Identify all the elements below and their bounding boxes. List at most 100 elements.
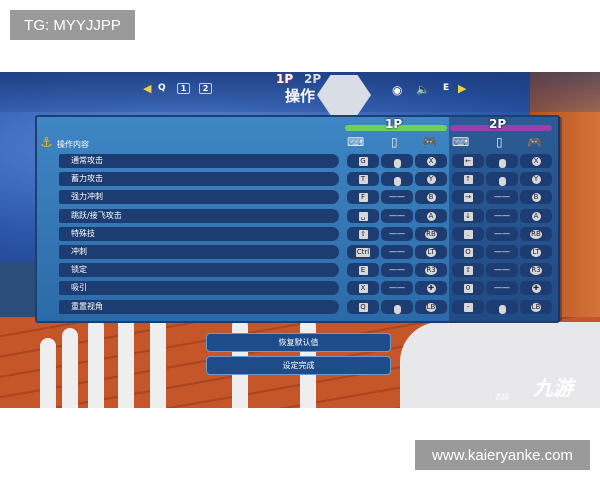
p2-keyboard-binding[interactable]: O (452, 245, 484, 259)
p1-gamepad-binding[interactable]: R3 (415, 263, 447, 278)
binding-value: R-click (393, 177, 401, 187)
binding-value: O (463, 248, 473, 257)
top-bar (0, 72, 600, 112)
mode-2p[interactable]: 2P (304, 72, 322, 86)
binding-value: ␣ (358, 211, 368, 221)
p2-keyboard-binding[interactable]: → (452, 190, 484, 205)
p1-keyboard-binding[interactable]: F (347, 190, 379, 205)
p1-gamepad-binding[interactable]: Y (415, 172, 447, 187)
p2-keyboard-binding[interactable]: ↑ (452, 172, 484, 187)
control-row[interactable]: 跳跃/接飞攻击 ␣ —— A ↓ —— A (59, 208, 557, 223)
binding-value: X (358, 284, 368, 294)
p1-gamepad-binding[interactable]: ✚ (415, 281, 447, 296)
p2-mouse-binding[interactable]: —— (486, 226, 518, 241)
p2-gamepad-binding[interactable]: LB (520, 299, 552, 314)
p2-keyboard-binding[interactable]: - (452, 299, 484, 314)
p2-mouse-binding[interactable]: —— (486, 245, 518, 259)
p2-mouse-binding[interactable]: —— (486, 208, 518, 223)
control-row[interactable]: 强力冲刺 F —— B → —— B (59, 190, 557, 205)
p1-mouse-binding[interactable]: R-click (381, 172, 413, 187)
p2-keyboard-binding[interactable]: 0 (452, 281, 484, 296)
action-label: 重置视角 (59, 299, 339, 314)
keyboard-icon: ⌨ (452, 135, 470, 149)
eye-icon[interactable]: ◉ (392, 83, 403, 97)
mouse-icon: ▯ (496, 135, 503, 149)
p2-mouse-binding[interactable]: —— (486, 190, 518, 205)
p2-keyboard-binding[interactable]: ← (452, 154, 484, 168)
reset-defaults-button[interactable]: 恢复默认值 (206, 333, 391, 352)
p1-keyboard-binding[interactable]: Ctrl (347, 245, 379, 259)
binding-value: . (463, 229, 473, 239)
tab-2[interactable]: 2 (199, 83, 212, 94)
p1-mouse-binding[interactable]: —— (381, 208, 413, 223)
p1-gamepad-binding[interactable]: A (415, 208, 447, 223)
p1-keyboard-binding[interactable]: E (347, 263, 379, 278)
binding-value: RB (530, 229, 542, 239)
p2-gamepad-binding[interactable]: R3 (520, 263, 552, 278)
p1-mouse-binding[interactable]: L-click (381, 154, 413, 168)
p2-gamepad-binding[interactable]: ✚ (520, 281, 552, 296)
tab-1[interactable]: 1 (177, 83, 190, 94)
p1-mouse-binding[interactable]: —— (381, 245, 413, 259)
p1-gamepad-binding[interactable]: LT (415, 245, 447, 259)
p2-mouse-binding[interactable]: L-click (486, 154, 518, 168)
p1-mouse-binding[interactable]: —— (381, 263, 413, 278)
binding-value: —— (494, 283, 510, 293)
prev-arrow-icon[interactable]: ◀ (143, 82, 152, 95)
binding-value: A (531, 211, 541, 221)
p1-keyboard-binding[interactable]: G (347, 154, 379, 168)
p1-keyboard-binding[interactable]: T (347, 172, 379, 187)
p2-gamepad-binding[interactable]: LT (520, 245, 552, 259)
p2-gamepad-binding[interactable]: B (520, 190, 552, 205)
p1-gamepad-binding[interactable]: X (415, 154, 447, 168)
mode-1p[interactable]: 1P (276, 72, 294, 86)
binding-value: B (426, 193, 436, 203)
p1-gamepad-binding[interactable]: RB (415, 226, 447, 241)
binding-value: —— (389, 192, 405, 202)
p2-mouse-binding[interactable]: —— (486, 263, 518, 278)
next-key: E (443, 83, 450, 93)
p2-gamepad-binding[interactable]: Y (520, 172, 552, 187)
gamepad-icon: 🎮 (422, 135, 437, 149)
p1-keyboard-binding[interactable]: Q (347, 299, 379, 314)
binding-value: —— (389, 283, 405, 293)
p1-mouse-binding[interactable]: —— (381, 190, 413, 205)
p2-mouse-binding[interactable]: —— (486, 281, 518, 296)
p2-keyboard-binding[interactable]: . (452, 226, 484, 241)
gamepad-icon: 🎮 (527, 135, 542, 149)
control-row[interactable]: 冲刺 Ctrl —— LT O —— LT (59, 245, 557, 259)
p1-keyboard-binding[interactable]: X (347, 281, 379, 296)
binding-value: ✚ (426, 284, 436, 294)
keyboard-icon: ⌨ (347, 135, 365, 149)
p1-gamepad-binding[interactable]: B (415, 190, 447, 205)
p2-keyboard-binding[interactable]: ↓ (452, 208, 484, 223)
binding-value: 0 (463, 284, 473, 294)
control-row[interactable]: 蓄力攻击 T R-click Y ↑ R-click Y (59, 172, 557, 187)
binding-value: L-click (393, 159, 401, 168)
p1-gamepad-binding[interactable]: LB (415, 299, 447, 314)
control-row[interactable]: 特殊技 ⇧ —— RB. —— RB (59, 226, 557, 241)
p2-mouse-binding[interactable]: M-click (486, 299, 518, 314)
p1-mouse-binding[interactable]: —— (381, 281, 413, 296)
p1-mouse-binding[interactable]: —— (381, 226, 413, 241)
binding-value: —— (494, 247, 510, 256)
p1-keyboard-binding[interactable]: ␣ (347, 208, 379, 223)
p2-gamepad-binding[interactable]: A (520, 208, 552, 223)
control-row[interactable]: 重置视角 Q M-click LB - M-click LB (59, 299, 557, 314)
binding-value: —— (389, 228, 405, 238)
p2-keyboard-binding[interactable]: ⇧ (452, 263, 484, 278)
railing-post (118, 313, 134, 408)
p1-keyboard-binding[interactable]: ⇧ (347, 226, 379, 241)
finish-settings-button[interactable]: 设定完成 (206, 356, 391, 375)
p2-gamepad-binding[interactable]: X (520, 154, 552, 168)
next-arrow-icon[interactable]: ▶ (458, 82, 467, 95)
control-row[interactable]: 通常攻击 G L-click X ← L-click X (59, 154, 557, 168)
p2-gamepad-binding[interactable]: RB (520, 226, 552, 241)
control-row[interactable]: 锁定 E —— R3 ⇧ —— R3 (59, 263, 557, 278)
jiuyou-logo: 九游 (533, 376, 573, 400)
p1-mouse-binding[interactable]: M-click (381, 299, 413, 314)
action-label: 跳跃/接飞攻击 (59, 208, 339, 223)
speaker-icon[interactable]: 🔈 (416, 83, 430, 96)
control-row[interactable]: 吸引 X —— ✚ 0 —— ✚ (59, 281, 557, 296)
p2-mouse-binding[interactable]: R-click (486, 172, 518, 187)
